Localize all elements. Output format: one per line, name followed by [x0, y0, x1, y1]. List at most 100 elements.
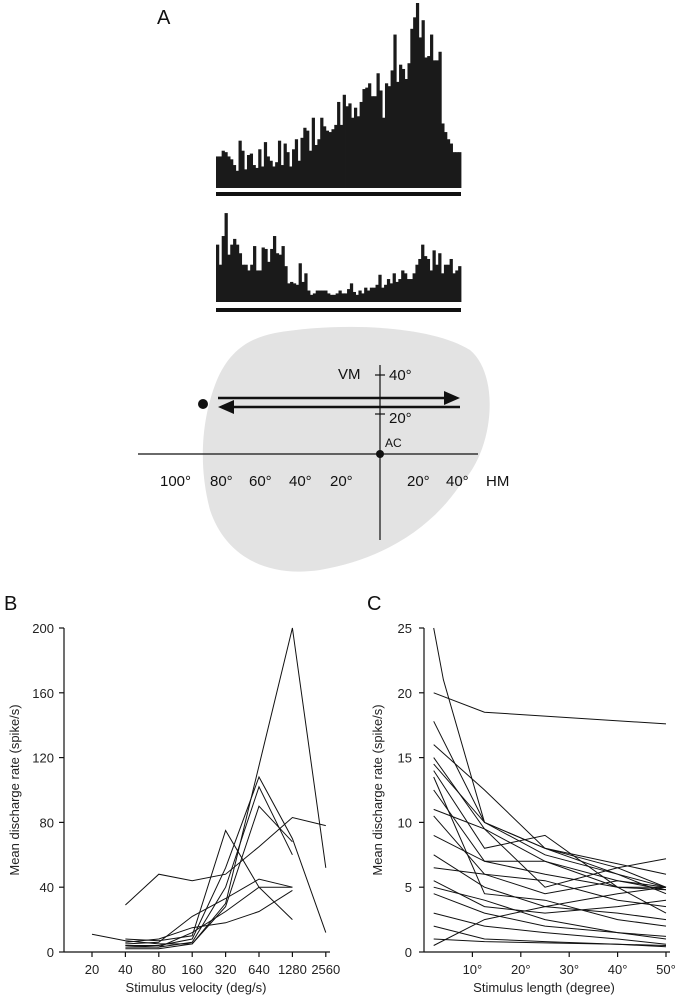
histogram-reverse-bin	[301, 281, 305, 302]
sweep-bar-forward	[216, 192, 461, 196]
hm-tick-label-40-right: 40°	[446, 473, 469, 490]
histogram-reverse-bin	[381, 287, 385, 302]
panel-label-a: A	[157, 7, 171, 29]
histogram-forward-bin	[311, 117, 315, 188]
histogram-reverse-bin	[275, 253, 280, 302]
hm-tick-label-80-left: 80°	[210, 473, 233, 490]
histogram-forward	[216, 3, 462, 189]
chart-b-xtick-label: 80	[152, 962, 166, 977]
chart-c-series-9	[433, 789, 666, 888]
histogram-reverse-bin	[389, 283, 394, 302]
histogram-reverse-bin	[324, 290, 328, 302]
histogram-reverse-bin	[270, 248, 274, 302]
histogram-forward-bin	[232, 165, 237, 188]
histogram-reverse-bin	[218, 264, 223, 302]
chart-b-series-8	[125, 889, 293, 943]
histogram-forward-bin	[337, 101, 341, 188]
chart-b-ytick-label: 160	[32, 686, 54, 701]
chart-b-xtick-label: 40	[118, 962, 132, 977]
chart-c-xtick-label: 10°	[463, 962, 483, 977]
histogram-forward-bin	[441, 123, 445, 188]
histogram-forward-bin	[444, 132, 448, 188]
histogram-forward-bin	[314, 144, 318, 188]
histogram-forward-bin	[283, 143, 287, 188]
histogram-forward-bin	[246, 155, 251, 188]
receptive-field-map: AC VM 40° 20° 100° 80° 60° 40° 20° 20° 4…	[138, 326, 509, 572]
histogram-reverse-bin	[432, 250, 436, 302]
hm-label: HM	[486, 473, 509, 490]
histogram-forward-bin	[303, 127, 307, 188]
chart-b-ytick-label: 40	[40, 880, 54, 895]
histogram-forward-bin	[446, 139, 451, 188]
histogram-forward-bin	[379, 90, 383, 188]
chart-b-series-2	[125, 816, 326, 906]
histogram-reverse-bin	[267, 261, 271, 302]
chart-c-ytick-label: 20	[398, 686, 412, 701]
histogram-forward-bin	[244, 169, 248, 188]
chart-c-ytick-label: 25	[398, 621, 412, 636]
histogram-reverse-bin	[398, 279, 402, 302]
histogram-reverse-bin	[304, 273, 308, 302]
histogram-reverse-bin	[349, 283, 354, 302]
histogram-forward-bin	[238, 140, 242, 188]
histogram-forward-bin	[368, 83, 372, 188]
histogram-reverse-bin	[315, 290, 319, 302]
histogram-forward-bin	[258, 149, 262, 188]
histogram-forward-bin	[255, 167, 259, 188]
histogram-forward-bin	[452, 152, 456, 188]
hm-tick-label-20-left: 20°	[330, 473, 353, 490]
histogram-forward-bin	[292, 149, 296, 188]
chart-b-x-label: Stimulus velocity (deg/s)	[126, 980, 267, 995]
arrow-forward-head	[444, 391, 460, 405]
chart-b-xtick-label: 1280	[278, 962, 307, 977]
histogram-reverse-bin	[369, 287, 374, 302]
histogram-reverse-bin	[318, 290, 322, 302]
histogram-forward-bin	[277, 140, 282, 188]
histogram-forward-bin	[449, 143, 453, 188]
histogram-reverse-bin	[341, 293, 345, 302]
chart-b-ytick-label: 0	[47, 945, 54, 960]
histogram-reverse-bin	[250, 264, 254, 302]
histogram-reverse-bin	[312, 293, 317, 302]
histogram-forward-bin	[435, 60, 439, 188]
chart-c-ytick-label: 15	[398, 751, 412, 766]
panel-label-c: C	[367, 593, 381, 615]
histogram-reverse-bin	[230, 244, 234, 302]
histogram-forward-bin	[286, 152, 290, 188]
ac-label: AC	[385, 436, 402, 450]
histogram-reverse-bin	[458, 266, 462, 302]
histogram-reverse-bin	[372, 287, 376, 302]
histogram-forward-bin	[221, 150, 225, 188]
histogram-forward-bin	[235, 170, 239, 188]
histogram-reverse-bin	[284, 266, 288, 302]
histogram-reverse-bin	[426, 258, 431, 302]
histogram-forward-bin	[345, 106, 349, 188]
vm-tick-label-20: 20°	[389, 410, 412, 427]
histogram-reverse-bin	[244, 264, 248, 302]
chart-b-xtick-label: 20	[85, 962, 99, 977]
histogram-reverse-bin	[216, 244, 220, 302]
chart-c-ytick-label: 10	[398, 815, 412, 830]
chart-c-xtick-label: 40°	[608, 962, 628, 977]
hm-tick-label-60-left: 60°	[249, 473, 272, 490]
hm-tick-label-100: 100°	[160, 473, 191, 490]
chart-c: 0 5 10 15 20 25 10° 20° 30° 40° 50° Stimulus leng…	[370, 621, 676, 995]
chart-c-series-14	[433, 867, 667, 895]
histogram-reverse-bin	[404, 273, 408, 302]
histogram-forward-bin	[390, 70, 394, 188]
histogram-reverse-bin	[281, 246, 285, 302]
histogram-forward-bin	[280, 165, 284, 188]
histogram-reverse-bin	[272, 236, 277, 302]
chart-c-xtick-label: 30°	[559, 962, 579, 977]
histogram-reverse-bin	[233, 238, 237, 302]
histogram-reverse-bin	[310, 294, 314, 302]
histogram-reverse-bin	[347, 289, 351, 302]
histogram-forward-bin	[348, 103, 352, 188]
chart-b-xtick-label: 2560	[311, 962, 340, 977]
histogram-forward-bin	[249, 153, 254, 188]
histogram-forward-bin	[275, 162, 279, 188]
histogram-forward-bin	[418, 37, 422, 188]
chart-c-series-4	[433, 744, 667, 895]
histogram-reverse-bin	[352, 291, 356, 302]
